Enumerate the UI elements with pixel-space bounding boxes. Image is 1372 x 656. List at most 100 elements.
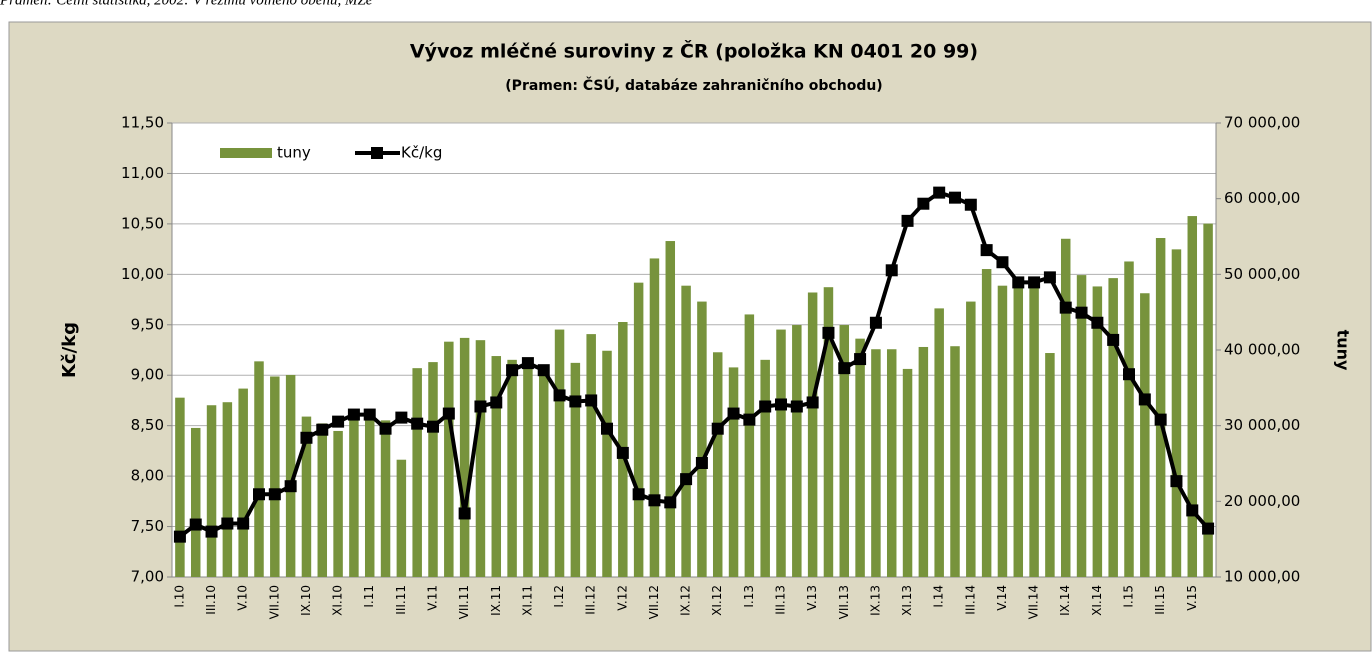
marker bbox=[822, 326, 835, 339]
bar bbox=[886, 349, 897, 577]
y-tick-label: 9,00 bbox=[131, 366, 164, 384]
bar bbox=[254, 361, 264, 577]
marker bbox=[237, 517, 250, 530]
y2-tick-label: 30 000,00 bbox=[1224, 416, 1300, 434]
chart-title: Vývoz mléčné suroviny z ČR (položka KN 0… bbox=[410, 39, 978, 63]
marker bbox=[869, 316, 882, 329]
bar bbox=[1092, 286, 1103, 577]
marker bbox=[173, 530, 186, 543]
x-tick-label: VII.13 bbox=[837, 585, 851, 619]
marker bbox=[521, 357, 534, 370]
marker bbox=[316, 423, 329, 436]
bar bbox=[317, 423, 328, 577]
x-tick-label: III.15 bbox=[1153, 585, 1167, 615]
bar bbox=[823, 287, 834, 577]
marker bbox=[300, 431, 313, 444]
bar bbox=[428, 362, 438, 577]
marker bbox=[727, 407, 740, 420]
marker bbox=[1059, 301, 1072, 314]
y-tick-label: 11,00 bbox=[121, 164, 164, 182]
marker bbox=[442, 407, 455, 420]
marker bbox=[347, 408, 360, 421]
marker bbox=[221, 517, 234, 530]
source-note: Pramen: Celní statistika, 2002: V režimu… bbox=[0, 0, 373, 8]
bar bbox=[950, 346, 960, 577]
chart-subtitle: (Pramen: ČSÚ, databáze zahraničního obch… bbox=[505, 76, 882, 94]
marker bbox=[1170, 475, 1183, 488]
marker bbox=[664, 496, 677, 509]
x-tick-label: V.11 bbox=[426, 585, 440, 611]
x-tick-label: I.15 bbox=[1122, 585, 1136, 608]
x-tick-label: V.13 bbox=[805, 585, 819, 611]
bar bbox=[570, 362, 581, 577]
plot-area bbox=[172, 123, 1216, 577]
x-tick-label: III.11 bbox=[394, 585, 408, 615]
bar bbox=[523, 365, 533, 577]
marker bbox=[189, 518, 202, 531]
y2-tick-label: 60 000,00 bbox=[1224, 189, 1300, 207]
bar bbox=[396, 459, 407, 577]
bar bbox=[633, 282, 644, 577]
x-tick-label: VII.11 bbox=[457, 585, 471, 619]
marker bbox=[506, 364, 519, 377]
bar bbox=[712, 352, 723, 577]
bar bbox=[1140, 293, 1150, 577]
marker bbox=[632, 488, 645, 501]
marker bbox=[458, 507, 471, 520]
bar bbox=[934, 308, 944, 577]
marker bbox=[1043, 271, 1056, 284]
bar bbox=[602, 350, 612, 577]
bar bbox=[475, 340, 486, 577]
bar bbox=[222, 402, 233, 577]
x-tick-label: V.10 bbox=[236, 585, 250, 611]
bar bbox=[981, 269, 992, 577]
bar bbox=[333, 430, 343, 577]
y2-tick-label: 10 000,00 bbox=[1224, 568, 1300, 586]
y2-tick-label: 70 000,00 bbox=[1224, 114, 1300, 132]
marker bbox=[964, 198, 977, 211]
bar bbox=[1203, 223, 1213, 578]
marker bbox=[363, 408, 376, 421]
bar bbox=[871, 349, 881, 577]
marker bbox=[253, 488, 265, 501]
marker bbox=[1107, 333, 1120, 346]
bar bbox=[285, 374, 296, 577]
bar bbox=[1187, 216, 1198, 577]
bar bbox=[649, 258, 660, 577]
x-tick-label: I.11 bbox=[362, 585, 376, 608]
bar bbox=[997, 285, 1008, 577]
bar bbox=[1124, 261, 1134, 577]
marker bbox=[284, 480, 297, 493]
x-tick-label: V.14 bbox=[995, 585, 1009, 611]
bar bbox=[1013, 281, 1024, 577]
marker bbox=[901, 214, 914, 227]
y-tick-label: 8,00 bbox=[131, 467, 164, 485]
x-tick-label: IX.11 bbox=[489, 585, 503, 616]
y-tick-label: 8,50 bbox=[131, 416, 164, 434]
bar bbox=[206, 405, 217, 577]
marker bbox=[980, 244, 993, 257]
marker bbox=[838, 362, 851, 375]
bar bbox=[270, 376, 280, 577]
bar bbox=[697, 301, 707, 577]
bar bbox=[792, 325, 802, 577]
x-tick-label: I.12 bbox=[552, 585, 566, 608]
legend-label: tuny bbox=[277, 144, 311, 162]
x-tick-label: XI.14 bbox=[1090, 585, 1104, 616]
marker bbox=[379, 422, 392, 435]
bar bbox=[507, 359, 517, 577]
bar bbox=[1108, 278, 1118, 577]
marker bbox=[332, 415, 345, 428]
bar bbox=[491, 356, 502, 577]
marker bbox=[806, 396, 819, 409]
bar bbox=[444, 341, 454, 577]
legend-swatch bbox=[220, 148, 272, 158]
marker bbox=[1138, 393, 1151, 406]
x-tick-label: IX.12 bbox=[679, 585, 693, 616]
x-tick-label: III.14 bbox=[963, 585, 977, 615]
x-tick-label: IX.14 bbox=[1058, 585, 1072, 616]
bar bbox=[412, 368, 422, 577]
marker bbox=[585, 394, 598, 407]
bar bbox=[538, 370, 549, 577]
bar bbox=[966, 301, 976, 577]
